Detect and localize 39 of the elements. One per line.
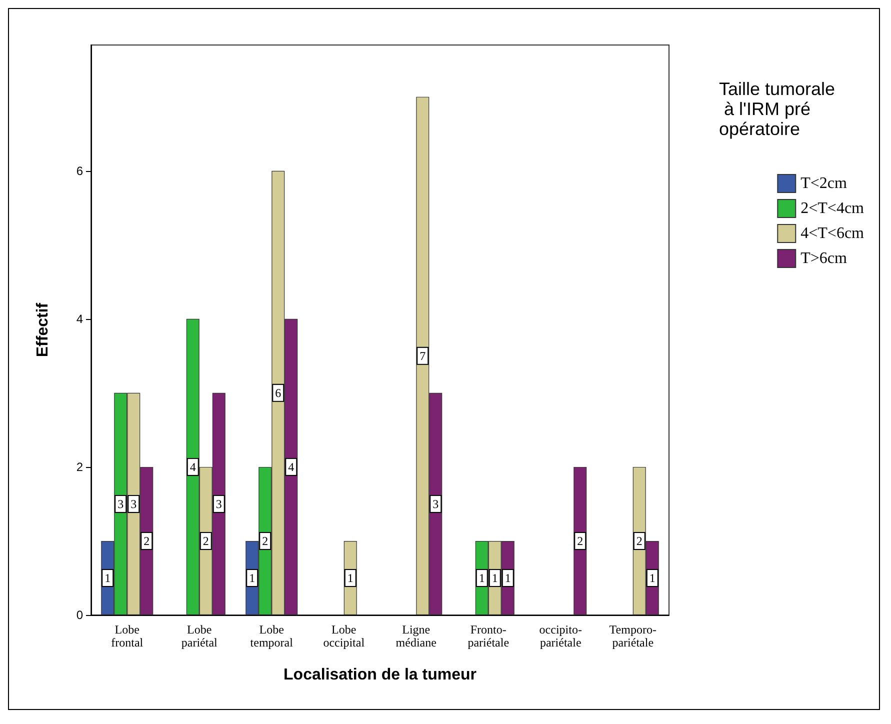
data-label: 1 <box>492 570 498 585</box>
y-tick-label: 4 <box>76 312 84 326</box>
x-tick-label: Ligne médiane <box>396 622 436 650</box>
data-label: 1 <box>504 570 511 585</box>
data-label: 4 <box>288 460 294 474</box>
data-label: 3 <box>432 496 439 511</box>
x-tick-label: Lobe pariétal <box>181 622 218 650</box>
data-label: 2 <box>262 534 268 548</box>
data-label: 6 <box>275 386 282 400</box>
x-tick-label: occipito- pariétale <box>539 622 582 650</box>
data-label: 1 <box>478 570 485 585</box>
data-label: 2 <box>202 534 209 548</box>
data-label: 1 <box>104 570 111 585</box>
data-label: 3 <box>216 496 222 511</box>
legend-title: Taille tumorale à l'IRM pré opératoire <box>719 79 836 139</box>
y-tick-label: 0 <box>76 608 84 622</box>
x-tick-label: Lobe temporal <box>250 622 294 650</box>
data-label: 1 <box>347 570 354 585</box>
data-label: 3 <box>130 496 137 511</box>
legend-label: 2<T<4cm <box>800 200 865 217</box>
legend-label: T>6cm <box>800 250 848 267</box>
data-label: 2 <box>636 534 642 548</box>
legend-label: 4<T<6cm <box>800 225 865 242</box>
y-tick-label: 2 <box>76 460 84 474</box>
x-tick-label: Temporo- pariétale <box>609 622 656 650</box>
data-label: 4 <box>190 460 196 474</box>
data-label: 1 <box>249 570 256 585</box>
x-tick-label: Fronto- pariétale <box>468 622 510 650</box>
data-label: 2 <box>577 534 584 548</box>
data-label: 3 <box>118 496 124 511</box>
x-axis-title: Localisation de la tumeur <box>284 666 476 684</box>
legend-label: T<2cm <box>800 175 848 192</box>
y-tick-label: 6 <box>76 164 84 178</box>
x-tick-label: Lobe frontal <box>111 622 144 650</box>
data-label: 7 <box>420 348 426 363</box>
x-tick-label: Lobe occipital <box>323 622 366 650</box>
y-axis-title: Effectif <box>34 302 52 358</box>
data-label: 2 <box>144 534 150 548</box>
data-label: 1 <box>649 570 656 585</box>
